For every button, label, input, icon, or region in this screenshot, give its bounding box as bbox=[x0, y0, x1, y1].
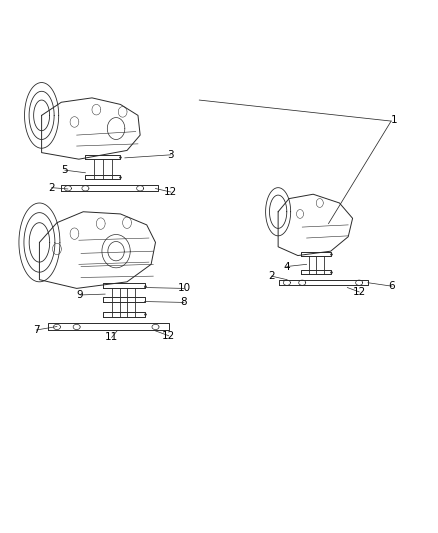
Text: 2: 2 bbox=[48, 183, 55, 192]
Text: 1: 1 bbox=[391, 115, 398, 125]
Text: 6: 6 bbox=[389, 281, 396, 291]
Text: 8: 8 bbox=[180, 297, 187, 308]
Text: 3: 3 bbox=[167, 150, 174, 160]
Text: 7: 7 bbox=[33, 325, 40, 335]
Text: 9: 9 bbox=[77, 290, 84, 300]
Text: 12: 12 bbox=[162, 330, 175, 341]
Text: 10: 10 bbox=[177, 284, 191, 293]
Text: 5: 5 bbox=[61, 165, 68, 175]
Text: 4: 4 bbox=[283, 262, 290, 271]
Text: 12: 12 bbox=[353, 287, 366, 297]
Text: 2: 2 bbox=[268, 271, 275, 281]
Text: 12: 12 bbox=[164, 187, 177, 197]
Text: 11: 11 bbox=[105, 333, 118, 343]
